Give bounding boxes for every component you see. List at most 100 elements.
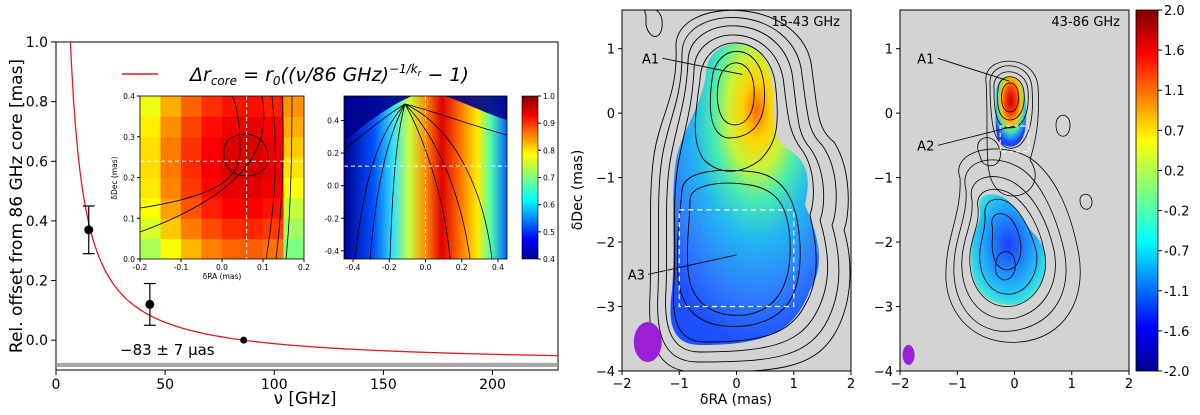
inset1-cell xyxy=(222,157,243,178)
component-leader-A2 xyxy=(937,125,1015,146)
main-xlabel: ν [GHz] xyxy=(273,389,336,409)
y-tick-label-2: 0.4 xyxy=(26,214,48,230)
inset1-cell xyxy=(242,197,264,219)
component-leader-A1 xyxy=(662,57,743,75)
y-tick-label-1: 0.2 xyxy=(26,274,48,290)
map-cbar-label-2: 1.1 xyxy=(1164,84,1185,99)
43-86 GHz-x-tick-label-4: 2 xyxy=(1125,377,1133,392)
map-cbar-label-7: -1.1 xyxy=(1164,285,1189,300)
inset1-cell xyxy=(181,177,202,199)
inset1-cell xyxy=(140,197,161,219)
inset2-y-tick-label-0: -0.4 xyxy=(324,247,339,256)
y-tick-label-4: 0.8 xyxy=(26,95,48,111)
inset-cbar-label-6: 1.0 xyxy=(543,92,555,101)
43-86 GHz-x-tick-label-1: −1 xyxy=(948,377,967,392)
map-cbar-label-4: 0.2 xyxy=(1164,164,1185,179)
inset-cbar-label-3: 0.7 xyxy=(543,174,555,183)
data-point-2 xyxy=(240,336,248,344)
map-cbar-label-5: -0.2 xyxy=(1164,205,1189,220)
inset1-cell xyxy=(283,218,304,240)
15-43 GHz-x-tick-label-1: −1 xyxy=(670,377,689,392)
inset1-cell xyxy=(160,96,182,117)
inset2-y-tick-label-3: 0.2 xyxy=(327,149,339,158)
legend-formula: Δrcore = r0((ν/86 GHz)−1/kr − 1) xyxy=(188,62,469,88)
inset1-cell xyxy=(283,136,304,158)
inset1-x-tick-label-3: 0.1 xyxy=(257,263,269,272)
inset-cbar-label-1: 0.5 xyxy=(543,228,555,237)
inset1-cell xyxy=(283,157,304,178)
43-86 GHz-y-tick-label-0: −4 xyxy=(874,365,893,380)
inset1-cell xyxy=(160,218,182,240)
inset1-cell xyxy=(140,157,161,178)
inset2-x-tick-label-2: 0.0 xyxy=(420,263,432,272)
inset1-cell xyxy=(201,136,223,158)
component-label-A1: A1 xyxy=(917,52,934,67)
inset2-x-tick-label-0: -0.4 xyxy=(346,263,361,272)
inset1-x-tick-label-1: -0.1 xyxy=(174,263,189,272)
inset1-y-tick-label-3: 0.3 xyxy=(123,133,135,142)
map2-beam xyxy=(902,344,915,365)
15-43 GHz-x-tick-label-3: 1 xyxy=(790,377,798,392)
inset1-cell xyxy=(140,96,161,117)
map2-background xyxy=(900,10,1129,371)
inset1-cell xyxy=(242,96,264,117)
x-tick-label-0: 0 xyxy=(52,377,61,393)
43-86 GHz-x-tick-label-0: −2 xyxy=(890,377,909,392)
map-cbar-label-6: -0.7 xyxy=(1164,245,1189,260)
map-43-86: −2 −1 0 1 2 −4 −3 −2 −1 0 1 43-86 GHz A1 A2 2.0 1.6 1… xyxy=(874,4,1190,392)
inset2-x-tick-label-4: 0.4 xyxy=(492,263,504,272)
inset1-cell xyxy=(222,177,243,199)
inset-cbar-label-2: 0.6 xyxy=(543,201,555,210)
inset1-cell xyxy=(242,218,264,240)
y-tick-label-3: 0.6 xyxy=(26,154,48,170)
inset2-x-tick-label-3: 0.2 xyxy=(456,263,468,272)
inset1-cell xyxy=(222,116,243,138)
inset1-y-tick-label-1: 0.1 xyxy=(123,214,135,223)
15-43 GHz-y-tick-label-1: −3 xyxy=(596,301,615,316)
inset1-cell xyxy=(263,218,284,240)
inset1-ylabel: δDec (mas) xyxy=(110,156,119,199)
43-86 GHz-y-tick-label-3: −1 xyxy=(874,172,893,187)
inset1-cell xyxy=(263,136,284,158)
inset1-cell xyxy=(181,238,202,259)
inset1-cell xyxy=(263,177,284,199)
inset1-cell xyxy=(140,238,161,259)
inset1-cell xyxy=(140,116,161,138)
inset2-y-tick-label-2: 0.0 xyxy=(327,182,339,191)
inset1-y-tick-label-4: 0.4 xyxy=(123,92,135,101)
43-86 GHz-x-tick-label-2: 0 xyxy=(1010,377,1018,392)
inset1-cell xyxy=(283,238,304,259)
inset1-xlabel: δRA (mas) xyxy=(203,272,242,281)
data-points xyxy=(82,205,248,344)
inset1-cell xyxy=(201,157,223,178)
inset1-cell xyxy=(181,218,202,240)
15-43 GHz-y-tick-label-4: 0 xyxy=(607,107,615,122)
inset1-cell xyxy=(222,136,243,158)
43-86 GHz-y-tick-label-2: −2 xyxy=(874,236,893,251)
x-tick-label-2: 100 xyxy=(261,377,288,393)
main-ylabel: Rel. offset from 86 GHz core [mas] xyxy=(7,59,27,353)
inset1-cell xyxy=(242,136,264,158)
inset-cbar-label-4: 0.8 xyxy=(543,146,555,155)
main-axis-ticks: 0 50 100 150 200 0.0 0.2 0.4 0.6 0.8 1.0 xyxy=(26,35,506,393)
component-label-A1: A1 xyxy=(642,52,659,67)
map1-beam xyxy=(633,321,662,362)
inset1-cell xyxy=(222,96,243,117)
inset1-cell xyxy=(140,218,161,240)
map-cbar-label-3: 0.7 xyxy=(1164,124,1185,139)
map1-xlabel: δRA (mas) xyxy=(700,392,772,408)
x-tick-label-3: 150 xyxy=(370,377,397,393)
inset1-y-tick-label-0: 0.0 xyxy=(123,255,135,264)
map2-title: 43-86 GHz xyxy=(1051,15,1120,30)
inset-cbar-label-5: 0.9 xyxy=(543,119,555,128)
inset1-cell xyxy=(242,116,264,138)
inset-colorbar xyxy=(521,95,539,260)
inset1-cell xyxy=(160,238,182,259)
inset1-cell xyxy=(201,197,223,219)
inset1-cell xyxy=(201,116,223,138)
inset1-cell xyxy=(201,218,223,240)
map-cbar-label-8: -1.6 xyxy=(1164,325,1189,340)
fit-curve xyxy=(69,42,558,357)
map-cbar-label-1: 1.6 xyxy=(1164,44,1185,59)
